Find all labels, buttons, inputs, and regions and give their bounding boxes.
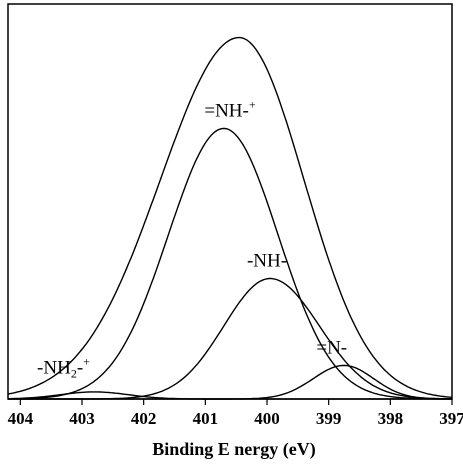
x-tick-label: 399: [316, 409, 342, 428]
x-tick-label: 404: [8, 409, 34, 428]
x-tick-label: 398: [378, 409, 404, 428]
x-ticks-group: 404 403 402 401 400 399 398 397: [8, 399, 463, 428]
peak-label-1: -NH-: [247, 251, 287, 272]
x-tick-label: 400: [254, 409, 280, 428]
x-tick-label: 397: [439, 409, 463, 428]
component-curve-4: [8, 391, 452, 400]
component-curve-2: [8, 277, 453, 400]
component-curve-1: [7, 127, 452, 400]
peak-label-0: =NH-+: [204, 98, 256, 122]
x-tick-label: 403: [69, 409, 95, 428]
x-tick-label: 401: [193, 409, 219, 428]
peak-label-3: -NH2-+: [37, 354, 90, 380]
peak-labels-group: =NH-+ -NH- =N- -NH2-+: [37, 98, 347, 381]
peak-label-2: =N-: [316, 338, 347, 359]
curves-group: [7, 36, 453, 400]
x-tick-label: 402: [131, 409, 157, 428]
x-axis-title: Binding E nergy (eV): [152, 439, 316, 460]
envelope-curve: [7, 36, 453, 399]
plot-frame: [7, 3, 453, 400]
